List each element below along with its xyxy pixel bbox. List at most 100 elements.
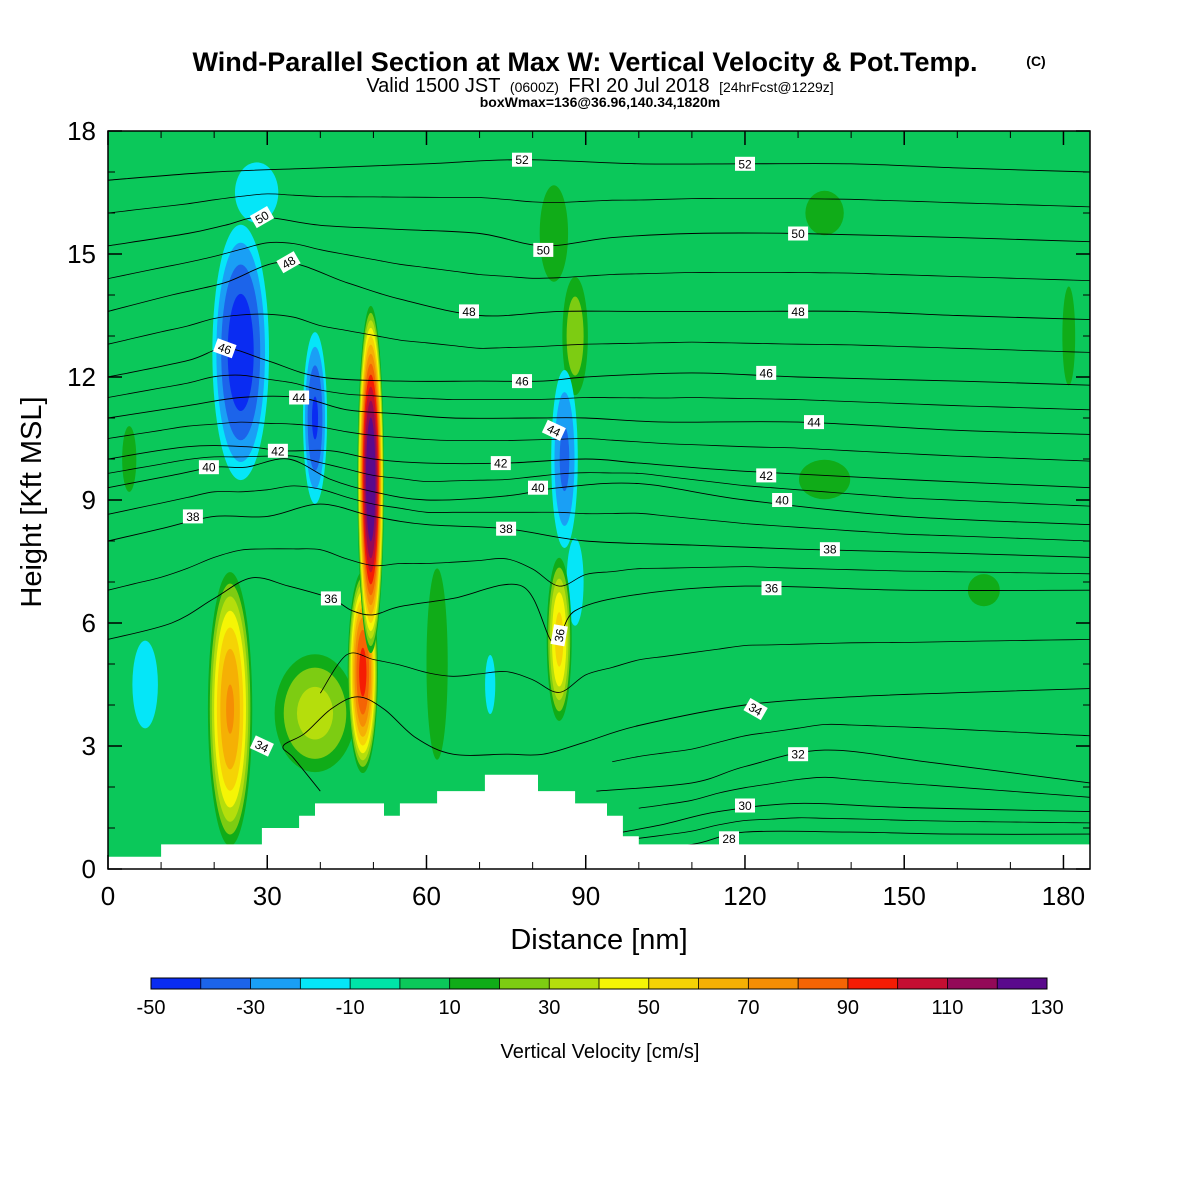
theta-label-box xyxy=(496,521,517,536)
updraft-cell-17 xyxy=(207,572,253,847)
x-tick-label: 180 xyxy=(1042,881,1085,911)
theta-label-text: 34 xyxy=(746,700,765,719)
updraft-cell-9 xyxy=(426,568,448,760)
updraft-cell-13 xyxy=(274,654,356,773)
y-tick-label: 0 xyxy=(82,854,96,884)
theta-label-48: 48 xyxy=(788,304,809,319)
chart-title: Wind-Parallel Section at Max W: Vertical… xyxy=(193,47,978,77)
colorbar-swatch xyxy=(549,978,600,989)
theta-label-text: 42 xyxy=(494,457,508,471)
theta-label-text: 46 xyxy=(216,340,234,358)
colorbar-swatch xyxy=(350,978,401,989)
colorbar-swatch xyxy=(449,978,500,989)
downdraft-cell-14 xyxy=(302,332,328,504)
theta-line-49 xyxy=(108,241,1090,281)
theta-label-text: 30 xyxy=(738,799,752,813)
w-contour--30 xyxy=(559,426,570,492)
theta-label-box xyxy=(756,468,777,483)
y-tick-label: 15 xyxy=(67,239,96,269)
downdraft-cell-8 xyxy=(132,640,158,729)
w-contour-10 xyxy=(426,568,448,760)
colorbar-tick-label: -50 xyxy=(137,997,166,1019)
theta-line-43 xyxy=(108,421,1090,462)
theta-label-42: 42 xyxy=(756,468,777,483)
updraft-cell-0 xyxy=(798,459,851,500)
w-contour-10 xyxy=(539,185,569,282)
theta-line-40 xyxy=(108,458,1090,526)
theta-contours xyxy=(108,159,1090,849)
theta-label-box xyxy=(756,365,777,380)
theta-line-29 xyxy=(638,817,1090,839)
w-contour-30 xyxy=(296,686,334,740)
x-tick-label: 30 xyxy=(253,881,282,911)
theta-label-text: 36 xyxy=(552,627,568,643)
colorbar-swatch xyxy=(698,978,749,989)
theta-label-box xyxy=(249,206,275,229)
theta-label-box xyxy=(490,456,511,471)
x-tick-label: 0 xyxy=(101,881,115,911)
y-tick-label: 3 xyxy=(82,731,96,761)
colorbar-tick-label: 70 xyxy=(737,997,759,1019)
colorbar-label: Vertical Velocity [cm/s] xyxy=(501,1041,700,1063)
theta-label-50: 50 xyxy=(788,226,809,241)
theta-label-48: 48 xyxy=(459,304,479,319)
chart-subtitle: Valid 1500 JST (0600Z) FRI 20 Jul 2018 [… xyxy=(366,75,833,97)
chart-subtitle-2: boxWmax=136@36.96,140.34,1820m xyxy=(480,94,721,110)
theta-label-40: 40 xyxy=(772,493,793,508)
terrain xyxy=(108,774,1090,869)
theta-label-42: 42 xyxy=(267,443,288,458)
colorbar-tick-label: 90 xyxy=(837,997,859,1019)
theta-label-box xyxy=(772,493,793,507)
colorbar-swatch xyxy=(599,978,650,989)
colorbar-swatch xyxy=(798,978,849,989)
theta-label-text: 48 xyxy=(462,305,476,319)
theta-line-42 xyxy=(108,445,1090,489)
colorbar-tick-label: 10 xyxy=(439,997,461,1019)
theta-label-box xyxy=(459,304,479,319)
colorbar-tick-label: 110 xyxy=(931,997,963,1019)
downdraft-cell-15 xyxy=(212,224,270,481)
theta-line-31 xyxy=(638,776,1090,809)
w-contour-20 xyxy=(566,296,584,376)
w-contour-10 xyxy=(122,426,137,492)
theta-label-36: 36 xyxy=(550,624,568,647)
subtitle-utc: (0600Z) xyxy=(510,79,559,95)
colorbar-swatch xyxy=(200,978,252,989)
updraft-cell-3 xyxy=(805,190,844,236)
downdraft-cell-10 xyxy=(566,538,584,626)
theta-line-50 xyxy=(108,216,1090,247)
theta-label-box xyxy=(249,735,274,757)
theta-label-box xyxy=(735,156,755,171)
updraft-cell-7 xyxy=(122,426,137,492)
theta-label-text: 52 xyxy=(738,157,752,171)
updraft-cell-11 xyxy=(562,276,588,396)
theta-label-52: 52 xyxy=(512,152,532,167)
theta-label-50: 50 xyxy=(533,242,554,257)
theta-label-box xyxy=(788,304,809,319)
w-contour--10 xyxy=(485,654,496,715)
theta-label-text: 50 xyxy=(791,227,805,241)
theta-label-46: 46 xyxy=(213,338,237,359)
theta-label-44: 44 xyxy=(804,415,824,430)
theta-label-text: 40 xyxy=(775,494,789,508)
theta-label-38: 38 xyxy=(819,542,840,557)
subtitle-date: FRI 20 Jul 2018 xyxy=(568,75,709,97)
theta-label-32: 32 xyxy=(788,747,809,762)
vertical-velocity-field xyxy=(122,162,1076,847)
theta-label-box xyxy=(719,831,739,846)
theta-label-36: 36 xyxy=(761,581,782,596)
x-tick-label: 90 xyxy=(571,881,600,911)
theta-label-text: 40 xyxy=(202,461,216,475)
theta-label-text: 50 xyxy=(537,243,551,257)
theta-label-text: 40 xyxy=(531,481,545,495)
theta-label-36: 36 xyxy=(320,591,341,606)
theta-label-text: 46 xyxy=(515,375,529,389)
theta-line-45 xyxy=(108,374,1090,411)
theta-label-text: 48 xyxy=(279,253,298,272)
x-tick-label: 150 xyxy=(883,881,926,911)
theta-label-40: 40 xyxy=(198,460,219,475)
